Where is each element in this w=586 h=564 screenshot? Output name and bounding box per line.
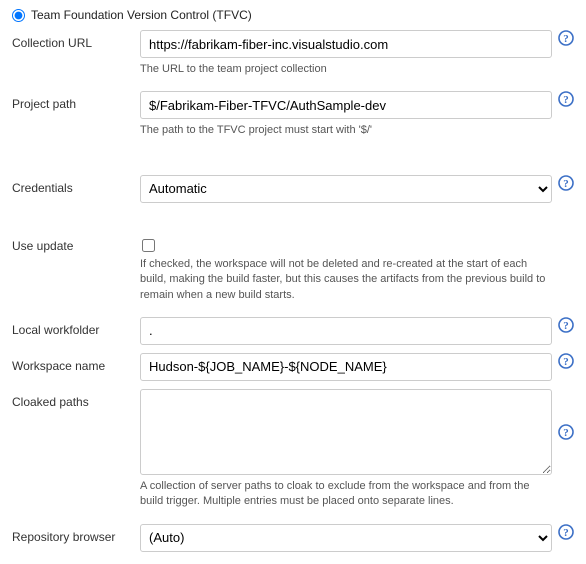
svg-text:?: ? xyxy=(563,178,569,190)
svg-text:?: ? xyxy=(563,320,569,332)
cloaked-paths-textarea[interactable] xyxy=(140,389,552,475)
cloaked-paths-row: Cloaked paths ? xyxy=(12,389,574,475)
workspace-name-input[interactable] xyxy=(140,353,552,381)
tfvc-radio[interactable] xyxy=(12,9,25,22)
svg-text:?: ? xyxy=(563,427,569,439)
credentials-select[interactable]: Automatic xyxy=(140,175,552,203)
use-update-hint-row: If checked, the workspace will not be de… xyxy=(12,257,574,303)
repository-browser-label: Repository browser xyxy=(12,524,140,544)
svg-text:?: ? xyxy=(563,527,569,539)
svg-text:?: ? xyxy=(563,94,569,106)
credentials-row: Credentials Automatic ? xyxy=(12,175,574,203)
svg-text:?: ? xyxy=(563,356,569,368)
help-icon[interactable]: ? xyxy=(558,353,574,369)
cloaked-paths-label: Cloaked paths xyxy=(12,389,140,409)
local-workfolder-input[interactable] xyxy=(140,317,552,345)
workspace-name-row: Workspace name ? xyxy=(12,353,574,381)
project-path-hint: The path to the TFVC project must start … xyxy=(140,123,574,138)
use-update-checkbox[interactable] xyxy=(142,239,155,252)
credentials-label: Credentials xyxy=(12,175,140,195)
help-icon[interactable]: ? xyxy=(558,524,574,540)
collection-url-hint-row: The URL to the team project collection xyxy=(12,62,574,77)
help-icon[interactable]: ? xyxy=(558,317,574,333)
cloaked-paths-hint-row: A collection of server paths to cloak to… xyxy=(12,479,574,510)
use-update-row: Use update xyxy=(12,233,574,253)
help-icon[interactable]: ? xyxy=(558,30,574,46)
project-path-label: Project path xyxy=(12,91,140,111)
help-icon[interactable]: ? xyxy=(558,175,574,191)
svg-text:?: ? xyxy=(563,33,569,45)
local-workfolder-label: Local workfolder xyxy=(12,317,140,337)
local-workfolder-row: Local workfolder ? xyxy=(12,317,574,345)
project-path-hint-row: The path to the TFVC project must start … xyxy=(12,123,574,138)
collection-url-row: Collection URL ? xyxy=(12,30,574,58)
collection-url-label: Collection URL xyxy=(12,30,140,50)
use-update-hint: If checked, the workspace will not be de… xyxy=(140,257,574,303)
help-icon[interactable]: ? xyxy=(558,424,574,440)
use-update-label: Use update xyxy=(12,233,140,253)
repository-browser-row: Repository browser (Auto) ? xyxy=(12,524,574,552)
collection-url-hint: The URL to the team project collection xyxy=(140,62,574,77)
repository-browser-select[interactable]: (Auto) xyxy=(140,524,552,552)
help-icon[interactable]: ? xyxy=(558,91,574,107)
workspace-name-label: Workspace name xyxy=(12,353,140,373)
section-title: Team Foundation Version Control (TFVC) xyxy=(31,8,252,22)
cloaked-paths-hint: A collection of server paths to cloak to… xyxy=(140,479,574,510)
collection-url-input[interactable] xyxy=(140,30,552,58)
project-path-input[interactable] xyxy=(140,91,552,119)
tfvc-radio-row: Team Foundation Version Control (TFVC) xyxy=(12,8,574,22)
project-path-row: Project path ? xyxy=(12,91,574,119)
